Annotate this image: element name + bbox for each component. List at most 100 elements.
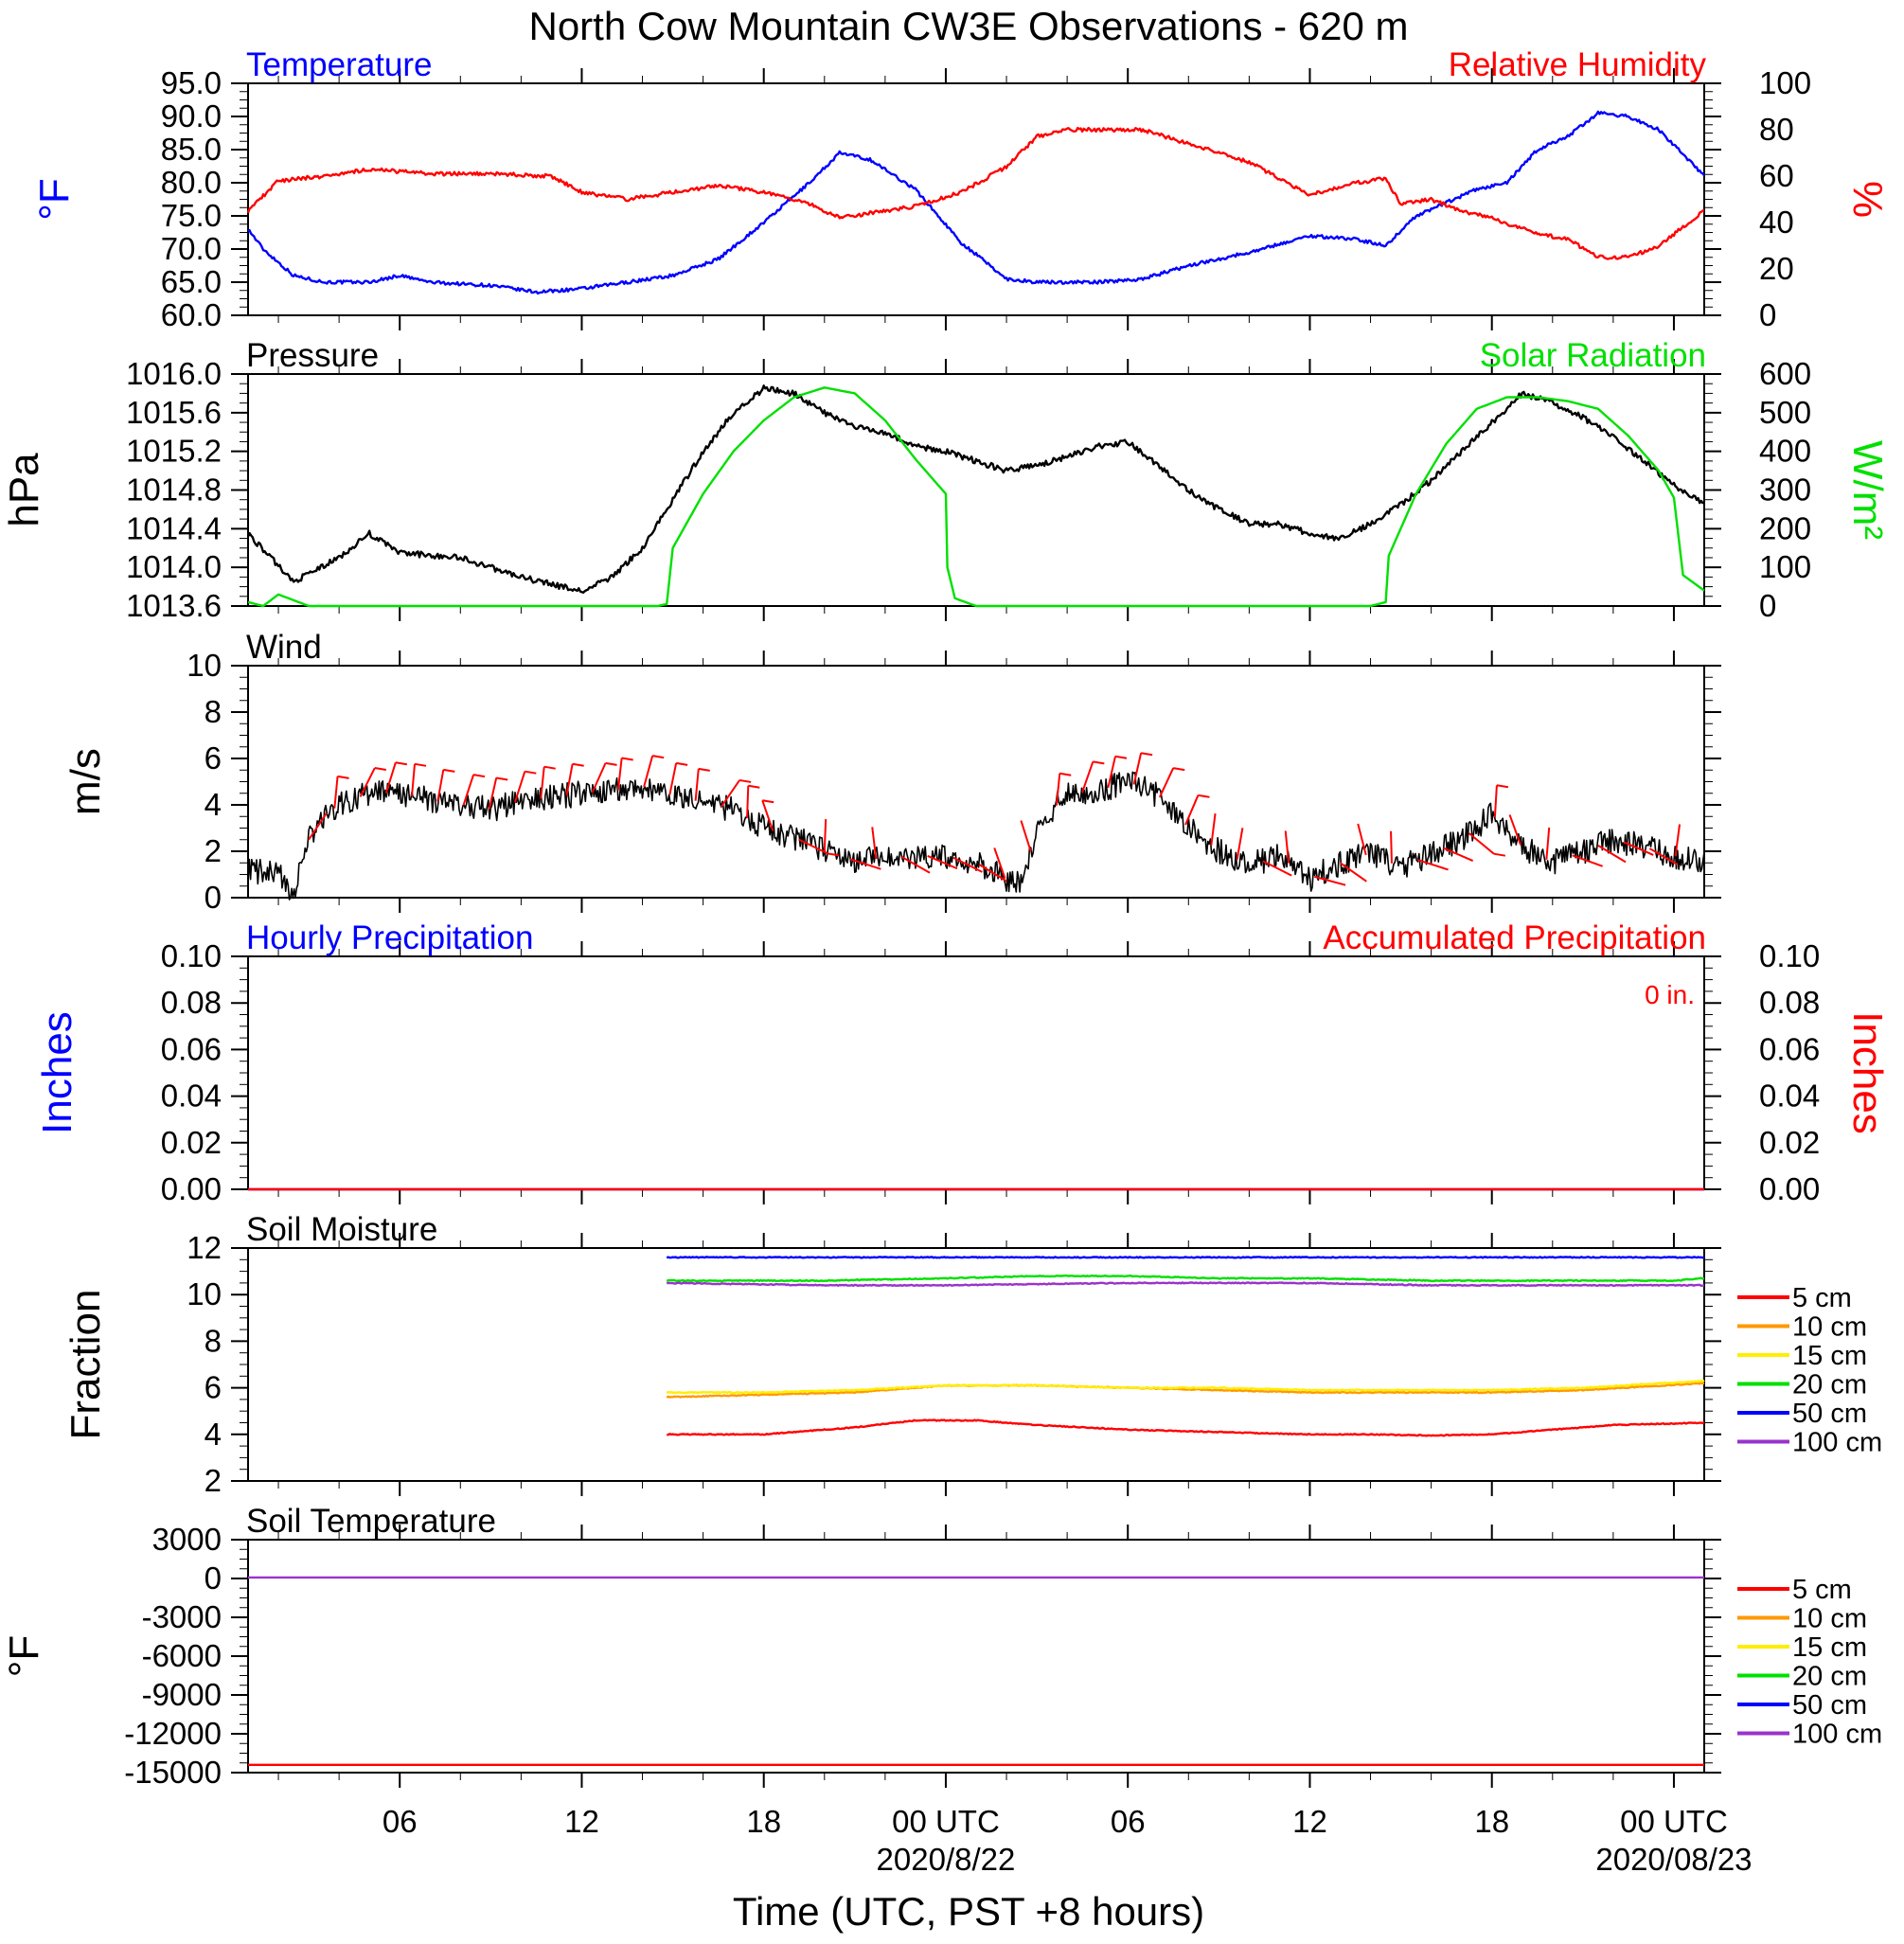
wind-barb [761, 799, 774, 831]
series-100-cm [666, 1281, 1705, 1288]
wind-barb [746, 785, 750, 818]
y-tick-label: 0.10 [161, 938, 222, 973]
plot-frame [247, 1539, 1705, 1774]
x-tick-label: 12 [564, 1804, 599, 1839]
y-axis-label-left: Fraction [62, 1290, 109, 1440]
wind-barb-flag [374, 767, 386, 772]
y-right-tick-label: 100 [1759, 65, 1811, 100]
wind-barb-flag [443, 768, 455, 773]
wind-barb [721, 779, 740, 808]
wind-barb [411, 763, 417, 796]
wind-barb-flag [337, 775, 349, 779]
wind-barb [333, 776, 339, 809]
y-tick-label: 0.02 [161, 1125, 222, 1160]
wind-barb [1262, 860, 1292, 877]
wind-barb [694, 768, 700, 801]
y-right-tick-label: 600 [1759, 356, 1811, 391]
wind-barb [616, 758, 623, 791]
y-tick-label: 1014.4 [126, 510, 222, 545]
y-tick-label: 3000 [152, 1522, 222, 1557]
x-tick-label: 18 [746, 1804, 781, 1839]
y-tick-label: 8 [205, 1323, 222, 1358]
legend-label: 20 cm [1792, 1370, 1867, 1400]
y-tick-label: 4 [205, 1417, 222, 1452]
legend-label: 100 cm [1792, 1428, 1882, 1458]
y-axis-label-left: hPa [1, 453, 47, 527]
y-axis-label-left: °F [31, 178, 78, 220]
wind-barb-flag [543, 765, 556, 770]
x-tick-label: 18 [1474, 1804, 1509, 1839]
y-tick-label: 1016.0 [126, 356, 222, 391]
y-tick-label: 12 [187, 1230, 222, 1265]
y-right-tick-label: 100 [1759, 549, 1811, 584]
y-tick-label: -12000 [124, 1716, 222, 1751]
wind-barb [978, 864, 1007, 883]
series-relative-humidity [246, 126, 1705, 260]
wind-barb-flag [472, 774, 486, 778]
wind-barb [359, 767, 376, 797]
wind-barb [514, 771, 526, 803]
panel-title-left: Soil Moisture [246, 1211, 437, 1248]
y-right-tick-label: 500 [1759, 395, 1811, 430]
panel-wind: 10 8 6 4 2 0 Wind m/s [62, 629, 1721, 915]
y-right-tick-label: 400 [1759, 434, 1811, 469]
wind-barb-flag [605, 761, 617, 766]
wind-barb [1493, 785, 1498, 818]
wind-barb [1236, 828, 1244, 860]
y-right-tick-label: 0.00 [1759, 1171, 1820, 1206]
y-tick-label: 2 [205, 1463, 222, 1498]
wind-barb-flag [762, 799, 774, 804]
y-right-tick-label: 80 [1759, 112, 1794, 147]
y-right-tick-label: 0.02 [1759, 1125, 1820, 1160]
wind-barb [462, 774, 475, 806]
wind-barb [1468, 832, 1495, 855]
panel-title-left: Soil Temperature [246, 1503, 496, 1540]
wind-barb [1416, 859, 1449, 871]
x-date-label: 2020/08/23 [1595, 1842, 1752, 1877]
panel-temp_rh: 95.090.085.080.075.070.065.060.0 100 80 60 4… [31, 46, 1891, 332]
series-5-cm [667, 1418, 1705, 1437]
wind-barb [823, 818, 827, 852]
y-tick-label: -15000 [124, 1755, 222, 1790]
y-tick-label: 95.0 [161, 65, 222, 100]
wind-barb [1107, 756, 1116, 789]
y-right-tick-label: 0.10 [1759, 938, 1820, 973]
wind-barb [927, 854, 958, 870]
legend-label: 20 cm [1792, 1662, 1867, 1692]
wind-barb [643, 755, 654, 788]
y-right-tick-label: 0.08 [1759, 985, 1820, 1020]
wind-barb [1158, 767, 1175, 798]
wind-barb [436, 769, 445, 802]
legend-label: 5 cm [1792, 1283, 1852, 1313]
wind-barb-flag [1198, 794, 1210, 798]
y-tick-label: 6 [205, 1370, 222, 1405]
x-tick-label: 12 [1292, 1804, 1327, 1839]
y-tick-label: 70.0 [161, 231, 222, 266]
series-15-cm [666, 1379, 1705, 1395]
y-tick-label: 75.0 [161, 198, 222, 233]
y-tick-label: 1013.6 [126, 588, 222, 623]
legend-label: 10 cm [1792, 1604, 1867, 1634]
y-tick-label: 1014.0 [126, 549, 222, 584]
y-tick-label: -9000 [142, 1677, 222, 1712]
wind-barb-flag [1493, 852, 1506, 857]
wind-barb [591, 762, 607, 794]
y-tick-label: 1015.2 [126, 434, 222, 469]
precip-total-annotation: 0 in. [1645, 980, 1695, 1009]
y-axis-label-left: m/s [62, 748, 109, 815]
wind-barb [384, 761, 397, 794]
wind-barb [1081, 761, 1094, 793]
wind-barb-flag [496, 776, 508, 781]
wind-barb [488, 777, 498, 810]
y-tick-label: 4 [205, 787, 222, 822]
wind-barb [1339, 862, 1367, 883]
y-tick-label: 1014.8 [126, 473, 222, 508]
wind-barb [993, 847, 1006, 879]
y-tick-label: -6000 [142, 1638, 222, 1673]
legend-label: 50 cm [1792, 1399, 1867, 1429]
y-right-tick-label: 0.06 [1759, 1031, 1820, 1066]
series-pressure [246, 384, 1705, 594]
wind-barb [1648, 847, 1679, 865]
wind-barb [1314, 875, 1346, 886]
